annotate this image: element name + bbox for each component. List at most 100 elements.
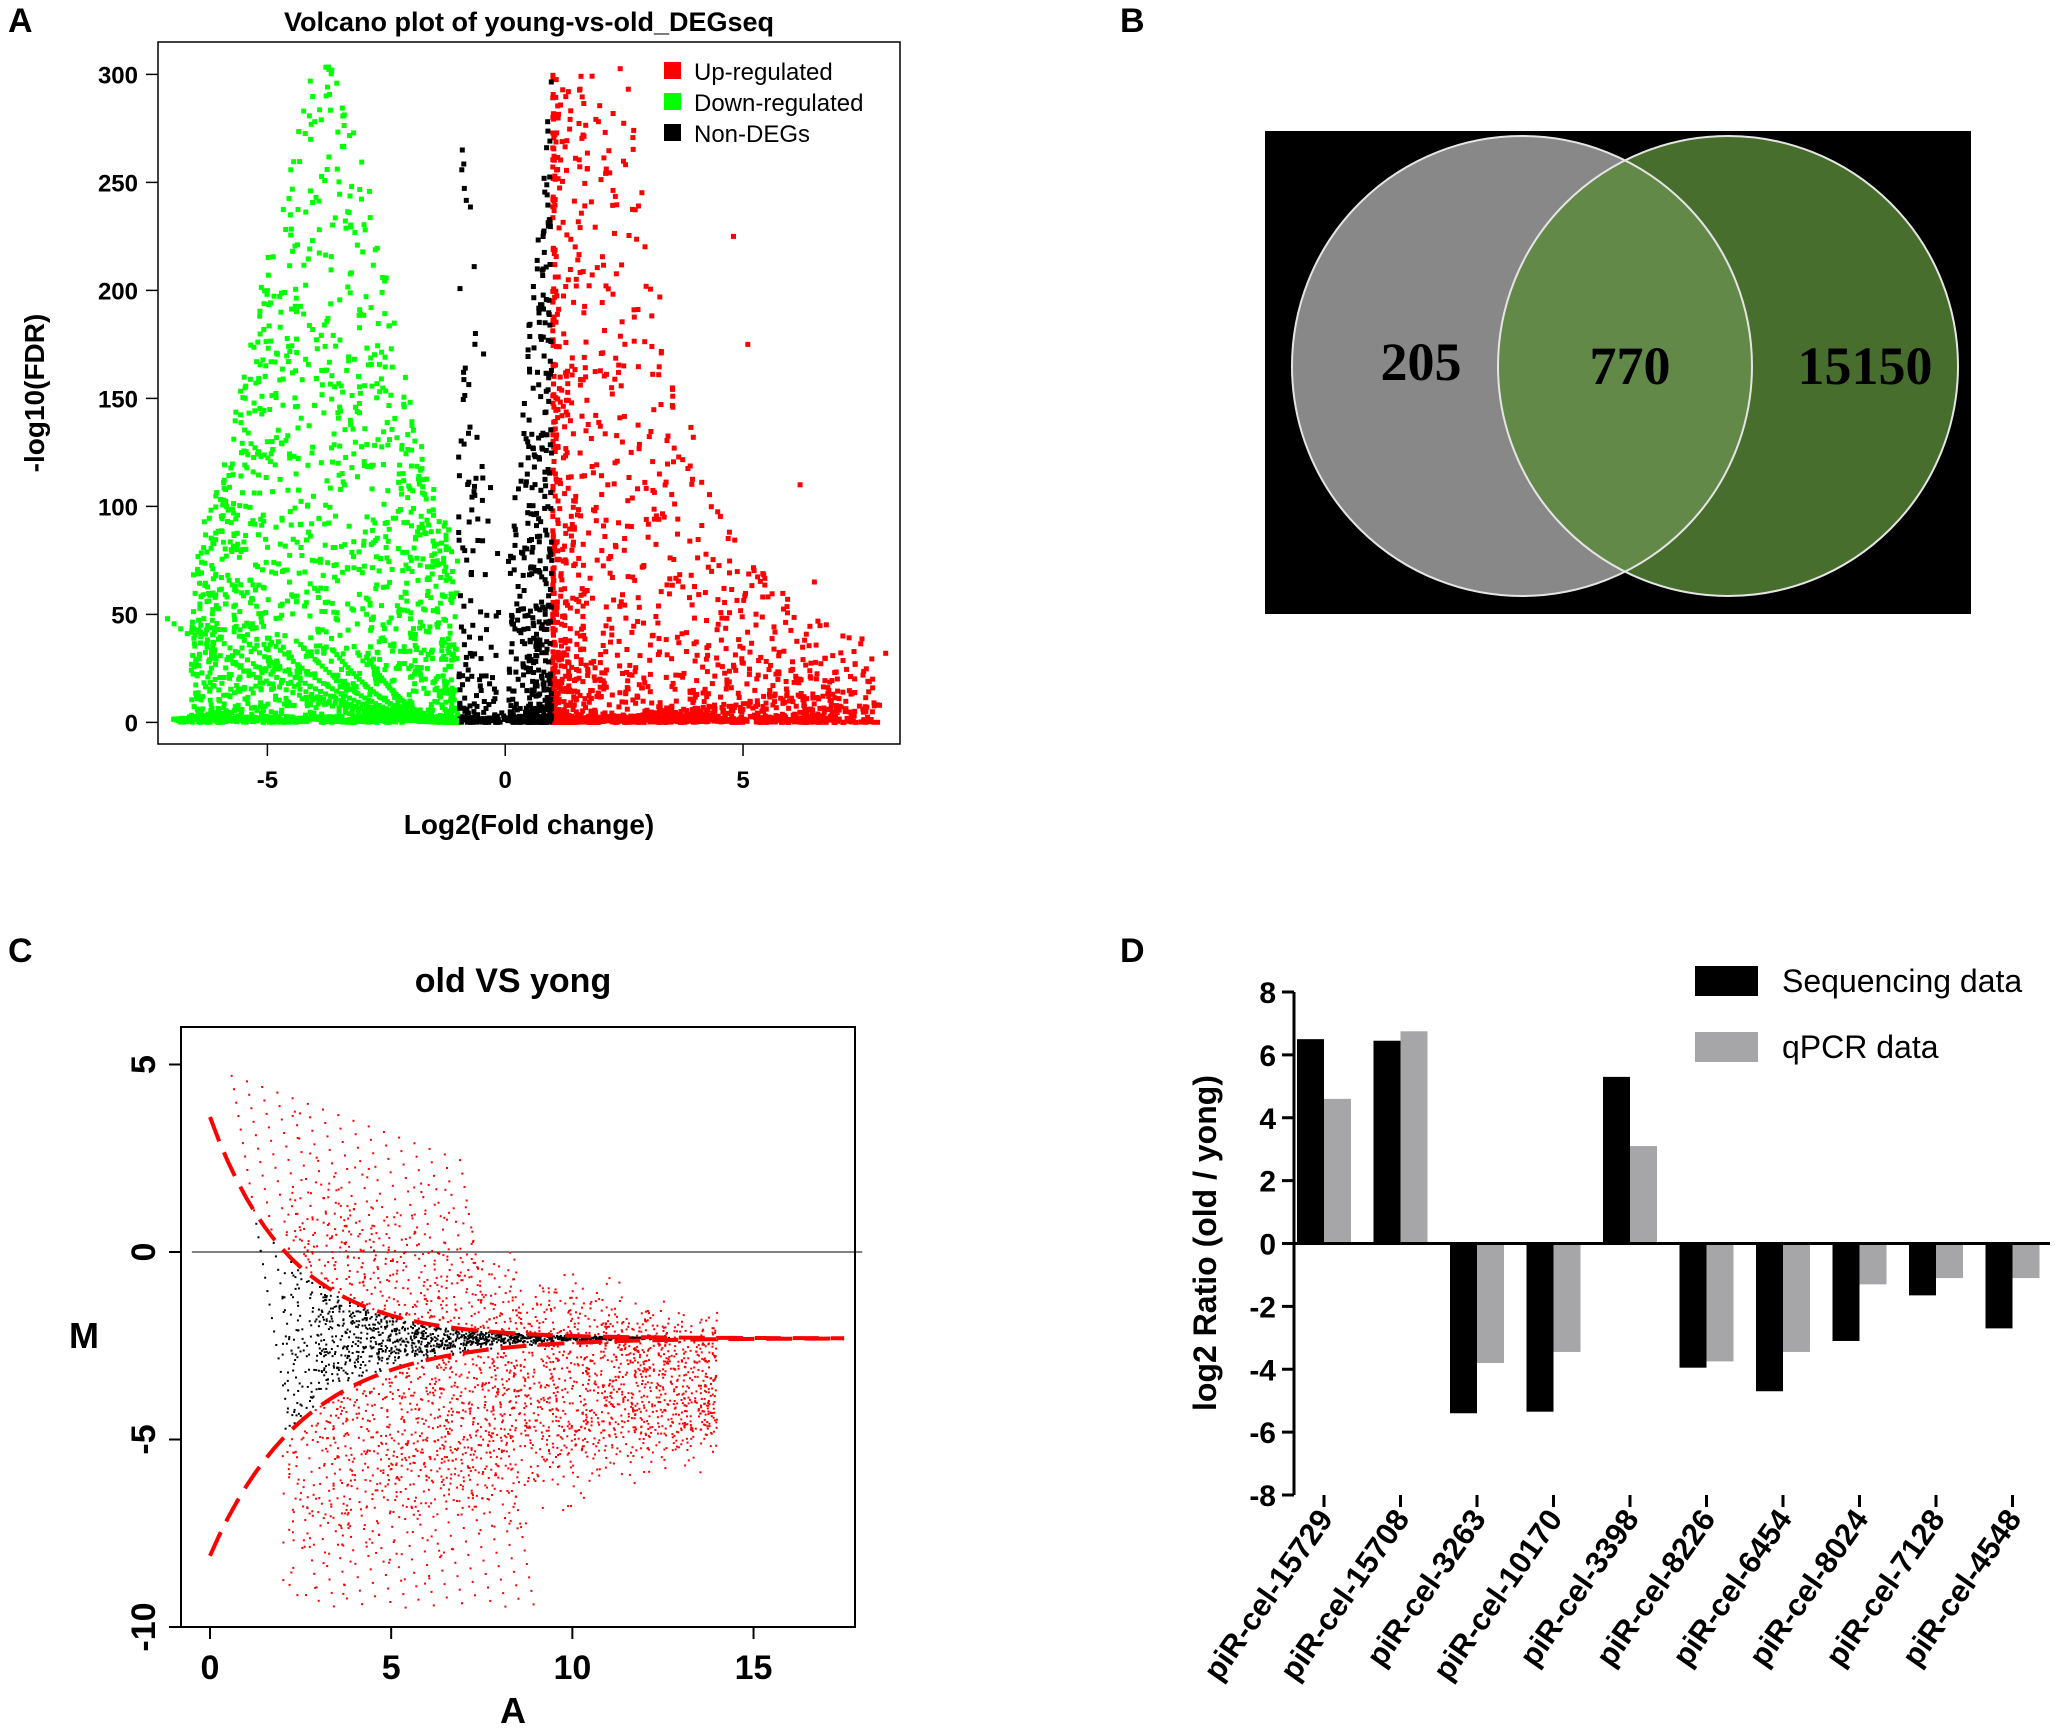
volcano-point-up — [600, 719, 606, 724]
volcano-point-up — [556, 344, 562, 350]
volcano-point-down — [448, 597, 454, 603]
volcano-point-up — [814, 671, 820, 677]
ma-point — [331, 1339, 334, 1342]
volcano-point-nondeg — [506, 686, 512, 692]
volcano-point-nondeg — [518, 606, 524, 612]
volcano-point-up — [800, 710, 806, 716]
volcano-point-nondeg — [478, 688, 484, 693]
volcano-point-up — [723, 686, 729, 692]
volcano-point-down — [279, 707, 285, 713]
volcano-point-down — [212, 625, 218, 631]
volcano-point-up — [566, 660, 572, 666]
ma-point — [347, 1345, 349, 1348]
volcano-point-down — [205, 711, 211, 717]
volcano-point-down — [318, 460, 324, 466]
volcano-point-up — [605, 482, 611, 488]
volcano-point-up — [670, 680, 676, 686]
volcano-point-up — [600, 643, 606, 648]
volcano-point-up — [621, 120, 627, 126]
ma-point — [349, 1358, 352, 1361]
ma-point — [391, 1525, 394, 1528]
volcano-point-up — [610, 713, 616, 719]
volcano-point-down — [403, 451, 409, 457]
volcano-point-up — [552, 449, 558, 454]
volcano-point-down — [421, 711, 427, 716]
volcano-point-down — [286, 667, 292, 673]
volcano-point-up — [580, 679, 586, 685]
volcano-point-down — [361, 563, 367, 569]
volcano-point-up — [731, 664, 737, 670]
volcano-point-down — [308, 672, 314, 678]
volcano-point-up — [811, 579, 817, 585]
volcano-point-down — [221, 705, 227, 711]
volcano-point-down — [249, 595, 255, 601]
volcano-point-up — [657, 649, 662, 655]
volcano-point-up — [617, 690, 623, 696]
volcano-point-nondeg — [540, 292, 546, 298]
volcano-point-nondeg — [542, 697, 548, 703]
volcano-point-down — [374, 717, 380, 723]
volcano-point-down — [239, 645, 245, 651]
volcano-point-down — [197, 601, 203, 607]
volcano-point-up — [861, 668, 867, 674]
volcano-point-up — [635, 595, 641, 601]
volcano-point-down — [388, 346, 394, 352]
volcano-point-up — [781, 648, 787, 654]
ma-point — [313, 1143, 316, 1146]
volcano-point-down — [310, 697, 316, 703]
volcano-point-up — [603, 170, 609, 176]
volcano-point-nondeg — [456, 530, 462, 535]
volcano-point-up — [594, 557, 600, 563]
volcano-point-down — [436, 693, 442, 698]
volcano-point-down — [242, 385, 248, 391]
volcano-point-up — [695, 555, 701, 561]
volcano-point-up — [852, 708, 858, 714]
volcano-point-down — [231, 501, 236, 506]
volcano-point-nondeg — [531, 670, 537, 675]
volcano-point-down — [405, 608, 411, 614]
volcano-point-up — [721, 701, 727, 707]
volcano-point-up — [770, 683, 776, 689]
volcano-point-up — [718, 694, 723, 700]
volcano-point-up — [590, 595, 595, 601]
volcano-point-nondeg — [481, 351, 487, 357]
volcano-point-up — [848, 674, 853, 679]
volcano-point-up — [815, 719, 821, 725]
volcano-point-nondeg — [461, 369, 467, 375]
volcano-point-up — [664, 582, 670, 588]
volcano-point-up — [679, 631, 685, 637]
volcano-point-down — [324, 367, 330, 373]
volcano-point-nondeg — [456, 674, 462, 680]
volcano-point-down — [357, 390, 363, 396]
volcano-point-up — [675, 531, 680, 537]
volcano-point-up — [558, 687, 564, 693]
volcano-point-down — [337, 337, 343, 343]
volcano-point-up — [666, 591, 672, 597]
volcano-point-up — [771, 624, 777, 630]
ma-point — [400, 1579, 403, 1582]
volcano-point-down — [326, 359, 332, 365]
volcano-point-nondeg — [542, 577, 548, 583]
volcano-point-nondeg — [456, 454, 462, 460]
volcano-point-up — [665, 461, 670, 467]
volcano-point-down — [340, 113, 346, 119]
volcano-point-up — [789, 695, 795, 701]
volcano-point-up — [550, 432, 556, 438]
volcano-point-down — [245, 701, 251, 707]
ma-point — [370, 1227, 373, 1230]
volcano-point-down — [328, 71, 334, 77]
volcano-point-nondeg — [528, 511, 534, 517]
volcano-point-down — [324, 700, 330, 706]
ma-point — [285, 1145, 288, 1148]
volcano-point-down — [415, 601, 421, 607]
volcano-point-up — [594, 694, 600, 699]
volcano-point-down — [240, 634, 246, 639]
volcano-point-up — [625, 498, 631, 504]
volcano-point-down — [302, 680, 308, 686]
volcano-point-down — [431, 487, 437, 492]
volcano-point-nondeg — [546, 398, 552, 404]
volcano-point-down — [415, 529, 421, 535]
volcano-point-down — [328, 254, 334, 260]
volcano-point-up — [714, 655, 720, 661]
volcano-point-nondeg — [542, 469, 548, 475]
